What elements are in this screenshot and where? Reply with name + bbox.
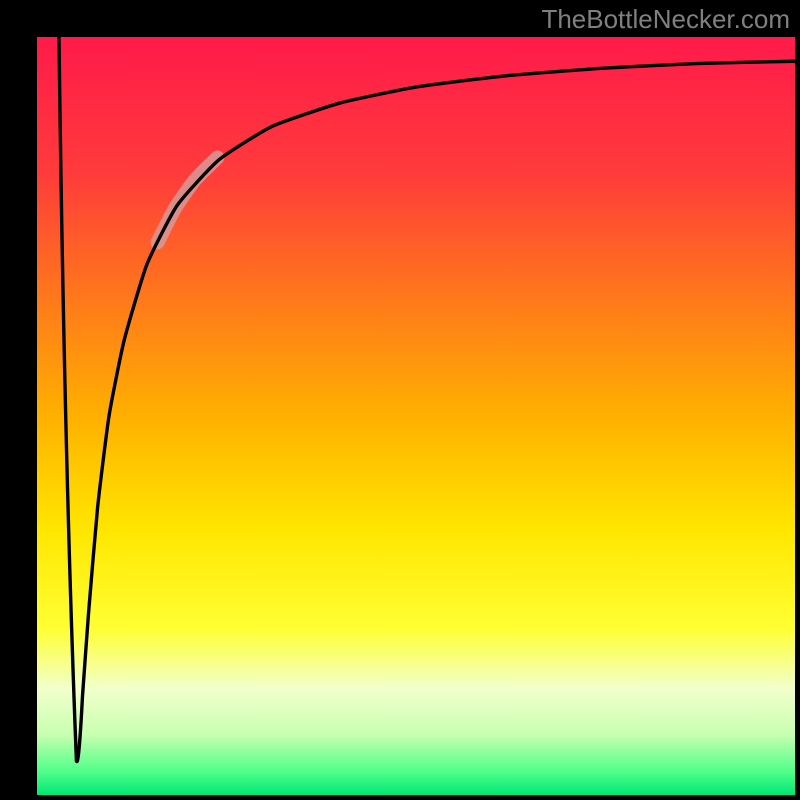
- plot-area: [37, 37, 795, 795]
- main-curve: [59, 37, 795, 762]
- watermark-text: TheBottleNecker.com: [541, 4, 790, 35]
- curve-svg: [37, 37, 795, 795]
